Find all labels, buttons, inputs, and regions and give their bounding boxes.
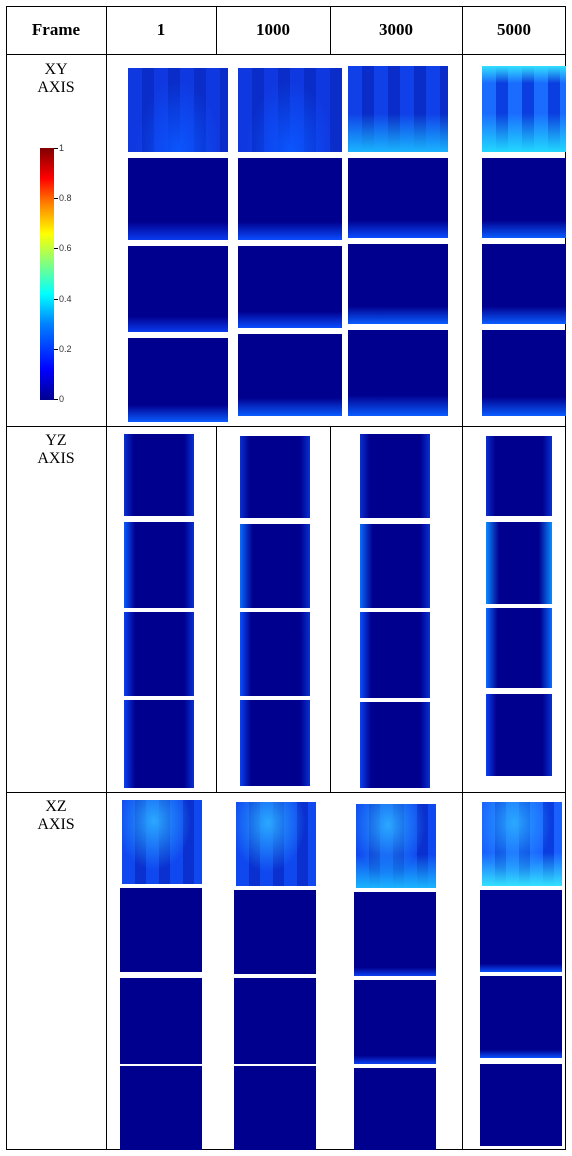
- header-frame-3000: 3000: [379, 20, 413, 39]
- column-divider: [106, 6, 107, 1150]
- heatmap-yz-frame-1000: [240, 612, 310, 696]
- row-label-line: AXIS: [37, 450, 75, 467]
- table-border-top: [6, 6, 566, 7]
- heatmap-yz-frame-3000: [360, 434, 430, 518]
- row-label-xz: XZ AXIS: [6, 798, 106, 834]
- heatmap-xz-frame-1: [122, 800, 202, 884]
- heatmap-xz-frame-3000: [354, 1068, 436, 1150]
- heatmap-xz-frame-1000: [234, 978, 316, 1064]
- heatmap-xy-frame-5000: [482, 244, 566, 324]
- header-frame-1000: 1000: [256, 20, 290, 39]
- heatmap-xz-frame-1000: [234, 890, 316, 974]
- heatmap-xy-frame-3000: [348, 330, 448, 416]
- column-divider: [462, 6, 463, 54]
- heatmap-xy-frame-1000: [238, 68, 342, 152]
- heatmap-yz-frame-5000: [486, 608, 552, 688]
- header-frame-5000: 5000: [497, 20, 531, 39]
- heatmap-yz-frame-1: [124, 434, 194, 516]
- header-frame-1: 1: [156, 20, 166, 39]
- heatmap-xy-frame-1: [128, 158, 228, 240]
- heatmap-yz-frame-3000: [360, 612, 430, 698]
- row-label-yz: YZ AXIS: [6, 432, 106, 468]
- table-border-right: [565, 6, 566, 1150]
- row-label-xy: XY AXIS: [6, 61, 106, 97]
- column-divider: [462, 54, 463, 426]
- heatmap-xz-frame-5000: [482, 802, 562, 886]
- heatmap-yz-frame-1000: [240, 700, 310, 786]
- heatmap-xy-frame-1: [128, 338, 228, 422]
- colorbar-label: 1: [59, 143, 65, 153]
- heatmap-xz-frame-3000: [354, 980, 436, 1064]
- colorbar-tick: [54, 399, 58, 400]
- heatmap-xy-frame-1: [128, 68, 228, 152]
- heatmap-xy-frame-1000: [238, 158, 342, 240]
- row-divider: [6, 792, 566, 793]
- heatmap-xz-frame-1: [120, 978, 202, 1064]
- heatmap-xz-frame-5000: [480, 890, 562, 972]
- row-divider: [6, 426, 566, 427]
- header-divider: [6, 54, 566, 55]
- heatmap-yz-frame-1000: [240, 436, 310, 518]
- colorbar-tick: [54, 198, 58, 199]
- heatmap-yz-frame-1: [124, 612, 194, 696]
- table-border-left: [6, 6, 7, 1150]
- colorbar-label: 0.4: [59, 294, 72, 304]
- colorbar-label: 0.6: [59, 243, 72, 253]
- row-label-line: AXIS: [37, 816, 75, 833]
- heatmap-xz-frame-1: [120, 1066, 202, 1150]
- heatmap-yz-frame-1: [124, 522, 194, 608]
- colorbar-tick: [54, 148, 58, 149]
- colorbar-label: 0: [59, 394, 65, 404]
- colorbar-tick: [54, 248, 58, 249]
- heatmap-xz-frame-3000: [356, 804, 436, 888]
- column-divider: [330, 426, 331, 792]
- column-divider: [462, 792, 463, 1150]
- row-label-line: YZ: [45, 432, 67, 449]
- heatmap-xy-frame-1000: [238, 246, 342, 328]
- colorbar-tick: [54, 349, 58, 350]
- column-divider: [216, 426, 217, 792]
- header-frame: Frame: [31, 20, 81, 39]
- heatmap-xy-frame-3000: [348, 244, 448, 324]
- heatmap-xy-frame-3000: [348, 66, 448, 152]
- heatmap-xz-frame-5000: [480, 1064, 562, 1146]
- colorbar-tick: [54, 299, 58, 300]
- column-divider: [462, 426, 463, 792]
- column-divider: [330, 6, 331, 54]
- heatmap-yz-frame-3000: [360, 524, 430, 608]
- row-label-line: AXIS: [37, 79, 75, 96]
- heatmap-xz-frame-1: [120, 888, 202, 972]
- heatmap-yz-frame-5000: [486, 522, 552, 604]
- heatmap-xy-frame-5000: [482, 158, 566, 238]
- heatmap-xy-frame-3000: [348, 158, 448, 238]
- row-label-line: XZ: [45, 798, 67, 815]
- results-table: Frame 1 1000 3000 5000 XY AXIS YZ AXIS X…: [6, 6, 566, 1150]
- heatmap-xy-frame-1: [128, 246, 228, 332]
- heatmap-xy-frame-1000: [238, 334, 342, 416]
- heatmap-yz-frame-3000: [360, 702, 430, 788]
- heatmap-xz-frame-1000: [234, 1066, 316, 1150]
- column-divider: [216, 6, 217, 54]
- colorbar-gradient: [40, 148, 54, 400]
- heatmap-xy-frame-5000: [482, 330, 566, 416]
- row-label-line: XY: [44, 61, 68, 78]
- heatmap-yz-frame-1: [124, 700, 194, 788]
- heatmap-xz-frame-1000: [236, 802, 316, 886]
- colorbar-label: 0.2: [59, 344, 72, 354]
- heatmap-xz-frame-5000: [480, 976, 562, 1058]
- heatmap-yz-frame-5000: [486, 436, 552, 516]
- heatmap-yz-frame-1000: [240, 524, 310, 608]
- heatmap-yz-frame-5000: [486, 694, 552, 776]
- heatmap-xz-frame-3000: [354, 892, 436, 976]
- heatmap-xy-frame-5000: [482, 66, 566, 152]
- colorbar-label: 0.8: [59, 193, 72, 203]
